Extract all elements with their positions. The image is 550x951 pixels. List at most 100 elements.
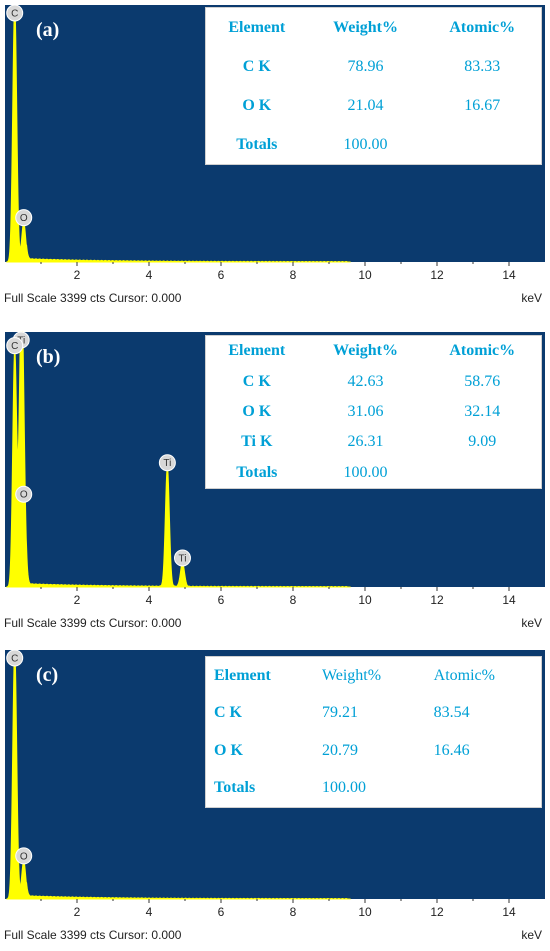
x-tick-label: 8 (290, 593, 297, 607)
table-row: C K 78.96 83.33 (206, 47, 541, 86)
peak-label: Ti (178, 553, 186, 564)
x-tick-label: 6 (218, 593, 225, 607)
peak-label: C (11, 654, 18, 665)
peak-label: C (11, 9, 18, 20)
status-footer-c: Full Scale 3399 cts Cursor: 0.000 keV (0, 926, 550, 945)
composition-table-a: Element Weight% Atomic% C K 78.96 83.33 … (205, 7, 542, 165)
peak-marker-ti: Ti (173, 549, 191, 567)
spectrum-series (6, 4, 351, 263)
unit-label: keV (521, 291, 542, 305)
x-tick-label: 2 (74, 593, 81, 607)
x-tick-label: 6 (218, 905, 225, 919)
full-scale-text: Full Scale 3399 cts Cursor: 0.000 (4, 616, 182, 630)
element-cell: O K (242, 402, 272, 420)
weight-cell: 26.31 (347, 433, 384, 451)
weight-cell: 31.06 (347, 402, 384, 420)
table-row-totals: Totals 100.00 (206, 125, 541, 164)
status-footer-a: Full Scale 3399 cts Cursor: 0.000 keV (0, 289, 550, 308)
x-tick-label: 8 (290, 268, 297, 282)
weight-cell: 20.79 (321, 741, 358, 759)
element-cell: Totals (214, 779, 256, 797)
atomic-cell: 83.54 (433, 704, 470, 722)
x-tick-label: 10 (358, 905, 372, 919)
table-row: C K 79.21 83.54 (206, 695, 541, 733)
atomic-cell: 83.33 (464, 57, 501, 75)
peak-label: O (20, 490, 28, 501)
element-cell: O K (214, 741, 243, 759)
header-weight: Weight% (333, 18, 398, 36)
element-cell: C K (214, 704, 242, 722)
weight-cell: 21.04 (347, 96, 384, 114)
atomic-cell (424, 125, 542, 164)
x-tick-label: 10 (358, 268, 372, 282)
table-header-row: Element Weight% Atomic% (206, 336, 541, 366)
x-tick-label: 14 (502, 905, 516, 919)
weight-cell: 100.00 (343, 463, 388, 481)
table-row: O K 20.79 16.46 (206, 732, 541, 770)
status-footer-b: Full Scale 3399 cts Cursor: 0.000 keV (0, 614, 550, 633)
x-tick-label: 4 (146, 593, 153, 607)
peak-label: O (20, 213, 28, 224)
x-tick-label: 6 (218, 268, 225, 282)
weight-cell: 100.00 (321, 779, 366, 797)
table-row: O K 21.04 16.67 (206, 86, 541, 125)
spectrum-series (6, 331, 351, 588)
table-row-totals: Totals 100.00 (206, 458, 541, 488)
x-tick-label: 2 (74, 905, 81, 919)
panel-label: (b) (36, 346, 60, 368)
table-header-row: Element Weight% Atomic% (206, 8, 541, 47)
atomic-cell (424, 458, 542, 488)
peak-marker-o: O (15, 847, 33, 865)
header-element: Element (214, 666, 271, 684)
full-scale-text: Full Scale 3399 cts Cursor: 0.000 (4, 928, 182, 942)
atomic-cell: 16.46 (433, 741, 470, 759)
table-row-totals: Totals 100.00 (206, 770, 541, 808)
full-scale-text: Full Scale 3399 cts Cursor: 0.000 (4, 291, 182, 305)
weight-cell: 42.63 (347, 372, 384, 390)
unit-label: keV (521, 616, 542, 630)
peak-marker-o: O (15, 209, 33, 227)
table-row: Ti K 26.31 9.09 (206, 427, 541, 457)
spectrum-series (6, 649, 351, 900)
atomic-cell (426, 770, 541, 808)
header-element: Element (228, 18, 286, 36)
composition-table-b: Element Weight% Atomic% C K 42.63 58.76 … (205, 335, 542, 489)
peak-label: C (11, 341, 18, 352)
table-row: O K 31.06 32.14 (206, 397, 541, 427)
header-weight: Weight% (321, 666, 382, 684)
x-tick-label: 2 (74, 268, 81, 282)
weight-cell: 79.21 (321, 704, 358, 722)
table-row: C K 42.63 58.76 (206, 366, 541, 396)
table-header-row: Element Weight% Atomic% (206, 657, 541, 695)
peak-marker-ti: Ti (158, 454, 176, 472)
x-tick-label: 14 (502, 268, 516, 282)
x-tick-label: 14 (502, 593, 516, 607)
peak-marker-c: C (6, 337, 24, 355)
weight-cell: 100.00 (343, 135, 388, 153)
element-cell: Totals (236, 135, 278, 153)
atomic-cell: 9.09 (468, 433, 497, 451)
header-atomic: Atomic% (433, 666, 495, 684)
peak-marker-o: O (15, 485, 33, 503)
element-cell: C K (242, 372, 271, 390)
header-weight: Weight% (333, 342, 398, 360)
header-atomic: Atomic% (449, 342, 516, 360)
element-cell: Ti K (241, 433, 273, 451)
element-cell: C K (242, 57, 271, 75)
header-element: Element (228, 342, 286, 360)
peak-label: Ti (163, 458, 171, 469)
spectrum-panel-c: C O (c) 2 4 6 8 10 12 14 Element Weight% Atomic% … (0, 645, 550, 951)
composition-table-c: Element Weight% Atomic% C K 79.21 83.54 … (205, 656, 542, 808)
peak-label: O (20, 851, 28, 862)
x-tick-label: 12 (430, 905, 444, 919)
x-tick-label: 4 (146, 905, 153, 919)
x-tick-label: 8 (290, 905, 297, 919)
x-tick-label: 12 (430, 593, 444, 607)
header-atomic: Atomic% (449, 18, 516, 36)
panel-label: (c) (36, 664, 58, 686)
x-tick-label: 10 (358, 593, 372, 607)
x-tick-label: 12 (430, 268, 444, 282)
peak-marker-c: C (6, 649, 24, 667)
panel-label: (a) (36, 19, 59, 41)
